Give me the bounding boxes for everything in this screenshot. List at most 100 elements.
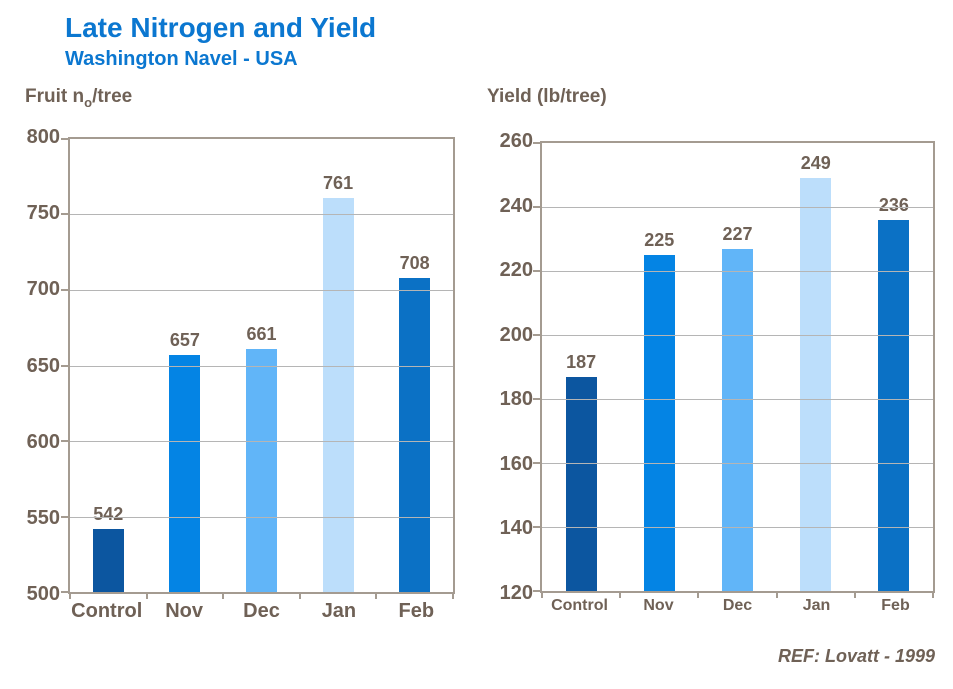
fruit-chart-y-axis: 800 750 700 650 600 550 500 <box>18 127 60 604</box>
reference-citation: REF: Lovatt - 1999 <box>777 646 935 666</box>
data-label: 236 <box>878 194 909 215</box>
data-label: 708 <box>399 252 430 273</box>
fruit-chart-bars: 542 657 661 761 708 <box>70 139 453 592</box>
gridline <box>70 440 453 442</box>
category-label-jan: Jan <box>321 600 357 622</box>
bar-rect <box>878 219 910 591</box>
y-axis-tick-mark <box>533 398 542 400</box>
gridline <box>70 214 453 216</box>
category-label-feb: Feb <box>398 600 435 622</box>
data-label: 542 <box>93 503 124 524</box>
gridline <box>70 516 453 518</box>
gridline <box>70 365 453 367</box>
category-label-feb: Feb <box>881 597 910 614</box>
category-label-control: Control <box>71 600 143 622</box>
fruit-chart-axis-title: Fruit no/tree <box>25 86 133 110</box>
bar-control: 542 <box>70 139 147 592</box>
y-axis-tick-mark <box>61 288 70 291</box>
y-tick-label: 260 <box>499 130 533 152</box>
data-label: 227 <box>722 223 753 244</box>
gridline <box>542 527 933 528</box>
bar-rect <box>169 354 201 592</box>
data-label: 225 <box>644 230 675 250</box>
gridline <box>542 207 933 208</box>
x-axis-tick-mark <box>452 592 454 599</box>
bar-nov: 225 <box>620 143 698 591</box>
yield-chart-bars: 187 225 227 249 236 <box>542 143 933 591</box>
category-label-dec: Dec <box>722 597 753 614</box>
bar-rect <box>322 197 354 592</box>
y-axis-tick-mark <box>533 334 542 336</box>
data-label: 657 <box>169 329 200 350</box>
x-axis-tick-mark <box>619 591 622 598</box>
category-label-jan: Jan <box>802 597 831 614</box>
y-axis-tick-mark <box>533 462 542 464</box>
y-tick-label: 180 <box>499 388 533 411</box>
y-tick-label: 600 <box>26 430 60 453</box>
yield-chart-axis-title: Yield (lb/tree) <box>487 86 607 107</box>
y-axis-tick-mark <box>533 270 542 272</box>
gridline <box>542 399 933 400</box>
bar-dec: 661 <box>223 139 300 592</box>
x-axis-tick-mark <box>145 592 148 599</box>
fruit-chart-plot-area: 542 657 661 761 708 <box>61 137 455 599</box>
bar-rect <box>399 277 431 592</box>
y-tick-label: 700 <box>26 278 60 301</box>
x-axis-tick-mark <box>541 591 543 598</box>
gridline <box>542 463 933 464</box>
x-axis-tick-mark <box>375 592 378 599</box>
x-axis-tick-mark <box>298 592 301 599</box>
y-axis-tick-mark <box>533 206 542 208</box>
gridline <box>70 289 453 291</box>
y-tick-label: 800 <box>26 126 60 148</box>
y-axis-tick-mark <box>61 591 70 593</box>
page-subtitle: Washington Navel - USA <box>65 48 298 70</box>
bar-nov: 657 <box>147 139 224 592</box>
y-tick-label: 160 <box>499 452 533 475</box>
yield-chart: Yield (lb/tree) 260 240 220 200 180 160 140 120… <box>487 86 953 646</box>
bar-rect <box>722 248 753 591</box>
y-tick-label: 120 <box>499 582 533 604</box>
fruit-chart-x-axis: Control Nov Dec Jan Feb <box>68 600 455 623</box>
y-tick-label: 550 <box>26 506 60 529</box>
gridline <box>542 271 933 272</box>
page-title: Late Nitrogen and Yield <box>65 12 377 43</box>
y-axis-tick-mark <box>533 590 542 592</box>
x-axis-tick-mark <box>69 592 71 599</box>
category-label-dec: Dec <box>243 600 280 622</box>
y-tick-label: 650 <box>26 354 60 377</box>
y-tick-label: 500 <box>26 583 60 605</box>
bar-jan: 761 <box>300 139 377 592</box>
axis-title-subscript: o <box>84 94 93 110</box>
y-axis-tick-mark <box>61 138 70 140</box>
x-axis-tick-mark <box>222 592 225 599</box>
gridline <box>542 335 933 336</box>
fruit-count-chart: Fruit no/tree 800 750 700 650 600 550 500 542 6… <box>18 86 470 646</box>
bar-rect <box>92 528 124 592</box>
bar-rect <box>800 178 832 591</box>
x-axis-tick-mark <box>853 591 856 598</box>
x-axis-tick-mark <box>932 591 934 598</box>
x-axis-tick-mark <box>775 591 778 598</box>
yield-chart-x-axis: Control Nov Dec Jan Feb <box>540 597 935 615</box>
bar-dec: 227 <box>698 143 776 591</box>
category-label-nov: Nov <box>643 597 674 614</box>
x-axis-tick-mark <box>697 591 700 598</box>
y-axis-tick-mark <box>61 439 70 442</box>
bar-rect <box>643 255 675 591</box>
bar-feb: 708 <box>376 139 453 592</box>
y-tick-label: 220 <box>499 259 533 282</box>
bar-feb: 236 <box>855 143 933 591</box>
y-tick-label: 750 <box>26 202 60 225</box>
data-label: 661 <box>246 323 277 344</box>
y-tick-label: 240 <box>499 194 533 217</box>
y-tick-label: 140 <box>499 517 533 540</box>
y-axis-tick-mark <box>61 364 70 367</box>
y-axis-tick-mark <box>61 515 70 518</box>
yield-chart-plot-area: 187 225 227 249 236 <box>533 141 935 598</box>
bar-rect <box>565 376 597 591</box>
data-label: 187 <box>566 351 597 372</box>
y-tick-label: 200 <box>499 323 533 346</box>
category-label-nov: Nov <box>165 600 203 622</box>
